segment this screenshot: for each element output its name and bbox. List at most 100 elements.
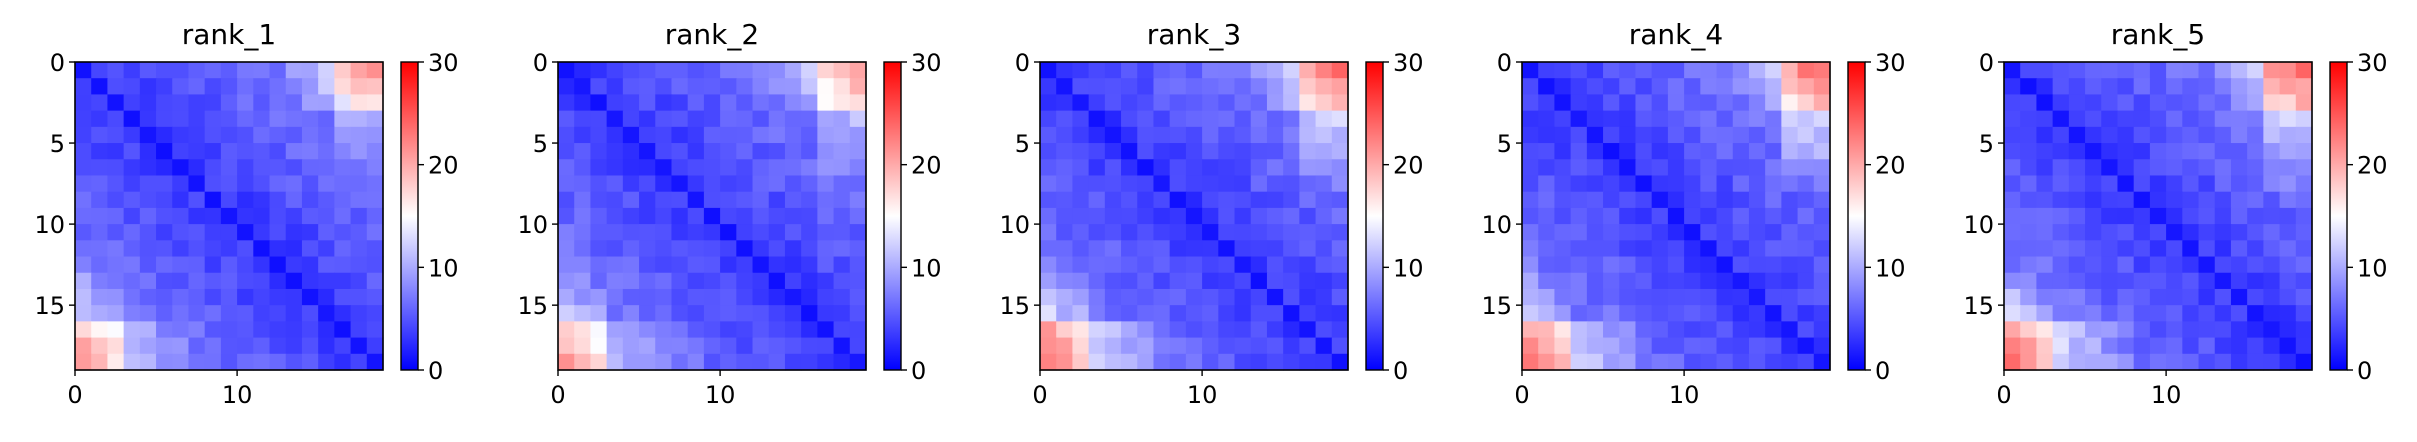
heatmap-cell (671, 110, 689, 128)
heatmap-cell (801, 256, 818, 274)
heatmap-cell (285, 175, 303, 193)
heatmap-cell (1797, 321, 1815, 339)
heatmap-cell (269, 78, 287, 96)
heatmap-cell (2247, 321, 2264, 339)
heatmap-cell (833, 207, 851, 225)
heatmap-cell (2020, 272, 2038, 290)
heatmap-cell (2052, 110, 2070, 128)
heatmap-cell (1667, 272, 1685, 290)
heatmap-cell (1570, 159, 1588, 177)
heatmap-cell (833, 224, 851, 241)
heatmap-cell (784, 321, 802, 339)
heatmap-cell (1153, 62, 1171, 79)
heatmap-cell (285, 207, 303, 225)
heatmap-cell (2068, 353, 2086, 371)
heatmap-cell (301, 305, 319, 322)
heatmap-cell (2295, 62, 2313, 79)
heatmap-cell (817, 110, 835, 128)
heatmap-cell (1781, 240, 1799, 258)
heatmap-cell (172, 62, 190, 79)
heatmap-cell (2214, 143, 2232, 160)
heatmap-cell (1619, 337, 1637, 355)
heatmap-cell (1667, 224, 1685, 241)
heatmap-cell (1781, 353, 1799, 371)
heatmap-cell (720, 94, 737, 112)
heatmap-cell (1040, 353, 1057, 371)
colorbar-tick-label: 20 (428, 152, 459, 180)
heatmap-cell (558, 224, 575, 241)
heatmap-cell (1104, 224, 1122, 241)
heatmap-cell (75, 110, 92, 128)
heatmap-cell (1716, 321, 1734, 339)
heatmap-cell (784, 159, 802, 177)
heatmap-cell (123, 256, 141, 274)
heatmap-cell (253, 191, 271, 209)
heatmap-cell (2198, 207, 2216, 225)
heatmap-cell (1266, 110, 1284, 128)
heatmap-cell (2101, 305, 2119, 322)
heatmap-cell (801, 110, 818, 128)
heatmap-cell (1781, 94, 1799, 112)
heatmap-cell (2052, 207, 2070, 225)
heatmap-cell (1716, 159, 1734, 177)
heatmap-cell (1104, 337, 1122, 355)
heatmap-cell (139, 337, 157, 355)
heatmap-cell (784, 191, 802, 209)
heatmap-cell (1684, 159, 1701, 177)
panel-title: rank_3 (1147, 18, 1241, 51)
heatmap-cell (2004, 288, 2021, 306)
heatmap-cell (2149, 191, 2167, 209)
heatmap-cell (123, 207, 141, 225)
heatmap-cell (655, 288, 673, 306)
heatmap-cell (172, 224, 190, 241)
heatmap-cell (237, 175, 254, 193)
heatmap-cell (1218, 224, 1236, 241)
heatmap-cell (172, 272, 190, 290)
heatmap-cell (849, 159, 867, 177)
heatmap-cell (622, 175, 640, 193)
heatmap-cell (220, 353, 238, 371)
heatmap-cell (2279, 143, 2297, 160)
heatmap-cell (1088, 288, 1106, 306)
heatmap-cell (2020, 207, 2038, 225)
heatmap-cell (833, 272, 851, 290)
heatmap-cell (1266, 143, 1284, 160)
heatmap-cells (75, 62, 384, 371)
heatmap-cell (606, 207, 624, 225)
colorbar (1365, 61, 1384, 371)
y-tick-label: 15 (34, 292, 65, 320)
heatmap-cell (1218, 110, 1236, 128)
heatmap-cell (1522, 191, 1539, 209)
heatmap-cell (2101, 143, 2119, 160)
heatmap-cell (204, 159, 222, 177)
heatmap-cell (188, 126, 206, 144)
heatmap-cell (2279, 272, 2297, 290)
heatmap-cell (2036, 240, 2054, 258)
heatmap-cell (574, 288, 592, 306)
heatmap-cell (655, 191, 673, 209)
heatmap-cell (2198, 110, 2216, 128)
y-tick-label: 0 (50, 49, 65, 77)
heatmap-cell (833, 191, 851, 209)
heatmap-cell (639, 207, 656, 225)
heatmap-cell (2036, 272, 2054, 290)
heatmap-cell (1169, 240, 1187, 258)
heatmap-cell (655, 272, 673, 290)
heatmap-cell (172, 321, 190, 339)
heatmap-cell (558, 126, 575, 144)
heatmap-cell (1072, 272, 1090, 290)
heatmap-cell (2198, 126, 2216, 144)
heatmap-cell (285, 240, 303, 258)
heatmap-cell (639, 240, 656, 258)
y-tick-label: 5 (50, 130, 65, 158)
heatmap-cell (1781, 272, 1799, 290)
heatmap-cell (1169, 337, 1187, 355)
heatmap-cell (2036, 207, 2054, 225)
heatmap-cell (801, 288, 818, 306)
heatmap-cell (2182, 78, 2200, 96)
heatmap-cell (1299, 159, 1317, 177)
heatmap-cell (366, 159, 384, 177)
colorbar-tick-label: 30 (1875, 49, 1906, 77)
heatmap-cell (1522, 240, 1539, 258)
